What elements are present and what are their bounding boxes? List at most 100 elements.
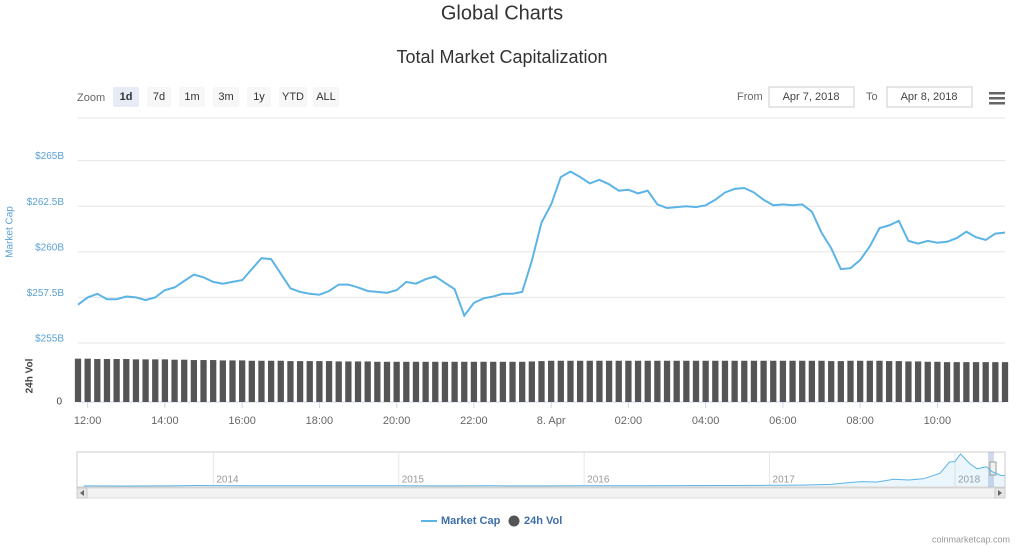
- volume-bar: [596, 360, 603, 402]
- volume-bar: [74, 358, 82, 402]
- zoom-button[interactable]: [313, 87, 339, 107]
- y-tick-label: $255B: [35, 334, 64, 345]
- volume-bar: [296, 361, 304, 402]
- volume-bar: [103, 359, 111, 402]
- volume-bar: [683, 360, 690, 402]
- volume-bar: [403, 361, 410, 402]
- volume-bar: [94, 359, 101, 402]
- zoom-button-label[interactable]: YTD: [282, 91, 304, 103]
- legend-label[interactable]: 24h Vol: [524, 515, 562, 527]
- legend-label[interactable]: Market Cap: [441, 515, 501, 527]
- volume-bar: [287, 361, 294, 402]
- volume-bar: [171, 359, 178, 402]
- volume-bar: [963, 362, 970, 402]
- volume-bar: [712, 360, 719, 402]
- volume-bar: [818, 360, 825, 402]
- y2-axis-title: 24h Vol: [25, 358, 36, 393]
- to-date[interactable]: Apr 8, 2018: [901, 91, 958, 103]
- volume-bar: [837, 361, 844, 402]
- volume-bar: [866, 360, 873, 402]
- navigator-tick-label: 2018: [958, 475, 981, 486]
- from-date[interactable]: Apr 7, 2018: [783, 91, 840, 103]
- navigator-frame: [76, 451, 1006, 488]
- volume-bar: [461, 361, 468, 402]
- volume-bar: [663, 360, 671, 402]
- x-tick-label: 16:00: [228, 415, 256, 427]
- zoom-button-label[interactable]: 1y: [253, 91, 265, 103]
- navigator-tick-label: 2016: [587, 475, 610, 486]
- volume-bar: [123, 359, 130, 402]
- volume-bar: [625, 360, 632, 402]
- volume-bar: [885, 361, 893, 402]
- volume-bar: [210, 360, 217, 402]
- zoom-button-label[interactable]: ALL: [316, 91, 336, 103]
- volume-bar: [876, 360, 883, 402]
- volume-bar: [480, 361, 487, 402]
- volume-bar: [490, 361, 497, 402]
- credit[interactable]: coinmarketcap.com: [932, 534, 1010, 544]
- volume-bar: [499, 361, 507, 402]
- menu-button[interactable]: [989, 92, 1005, 105]
- navigator-handle[interactable]: [989, 461, 997, 476]
- to-label: To: [866, 91, 878, 103]
- volume-bar: [152, 359, 159, 402]
- volume-bar: [847, 360, 854, 402]
- x-tick-label: 02:00: [615, 415, 643, 427]
- from-label: From: [737, 91, 763, 103]
- volume-bar: [828, 361, 835, 402]
- volume-bar: [219, 360, 226, 402]
- volume-bar: [383, 361, 391, 402]
- zoom-button[interactable]: [247, 87, 271, 107]
- volume-bar: [905, 361, 912, 402]
- menu-bar: [989, 97, 1005, 100]
- x-tick-label: 20:00: [383, 415, 411, 427]
- volume-bar: [239, 360, 246, 402]
- volume-bar: [374, 361, 381, 402]
- volume-bar: [190, 360, 198, 402]
- volume-bar: [586, 360, 593, 402]
- from-input[interactable]: [768, 86, 855, 108]
- volume-bar: [943, 362, 951, 402]
- chart-title: Total Market Capitalization: [396, 47, 607, 67]
- volume-bar: [181, 359, 188, 402]
- y2-tick-label: 0: [56, 397, 62, 408]
- volume-bar: [354, 361, 362, 402]
- zoom-button-label[interactable]: 3m: [218, 91, 233, 103]
- zoom-button[interactable]: [113, 87, 139, 107]
- y-tick-label: $260B: [35, 242, 64, 253]
- volume-bar: [808, 360, 816, 402]
- volume-bar: [605, 360, 613, 402]
- volume-bar: [895, 361, 902, 402]
- volume-bar: [972, 362, 980, 402]
- volume-bar: [924, 361, 931, 402]
- volume-bar: [702, 360, 709, 402]
- volume-bar: [770, 360, 777, 402]
- volume-bar: [451, 361, 458, 402]
- x-tick-label: 04:00: [692, 415, 720, 427]
- y-axis-title: Market Cap: [5, 206, 16, 258]
- volume-bar: [789, 360, 796, 402]
- zoom-button-label[interactable]: 7d: [153, 91, 165, 103]
- x-tick-label: 12:00: [74, 415, 102, 427]
- volume-bar: [799, 360, 806, 402]
- zoom-button[interactable]: [179, 87, 205, 107]
- zoom-button-label[interactable]: 1m: [184, 91, 199, 103]
- volume-bar: [142, 359, 149, 402]
- volume-bar: [992, 362, 999, 402]
- zoom-button[interactable]: [147, 87, 171, 107]
- volume-bar: [277, 360, 284, 402]
- zoom-button[interactable]: [279, 87, 307, 107]
- y-tick-label: $265B: [35, 151, 64, 162]
- volume-bar: [741, 360, 748, 402]
- navigator-area: [83, 454, 1006, 486]
- volume-bar: [519, 361, 526, 402]
- zoom-button[interactable]: [213, 87, 239, 107]
- scrollbar-track[interactable]: [76, 487, 1006, 499]
- to-input[interactable]: [886, 86, 973, 108]
- page-title: Global Charts: [441, 2, 563, 24]
- volume-bar: [345, 361, 352, 402]
- volume-bar: [509, 361, 516, 402]
- zoom-button-label[interactable]: 1d: [120, 91, 133, 103]
- y-tick-label: $262.5B: [27, 197, 65, 208]
- volume-bar: [654, 360, 661, 402]
